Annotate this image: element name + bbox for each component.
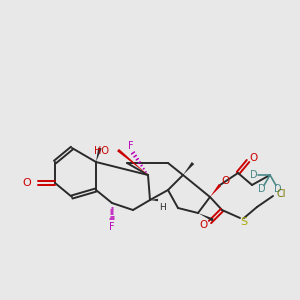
Text: Cl: Cl bbox=[276, 189, 286, 199]
Polygon shape bbox=[96, 148, 102, 162]
Polygon shape bbox=[210, 184, 221, 197]
Text: F: F bbox=[109, 222, 115, 232]
Text: F: F bbox=[128, 141, 134, 151]
Text: S: S bbox=[240, 217, 247, 227]
Text: O: O bbox=[221, 176, 229, 186]
Polygon shape bbox=[198, 213, 214, 221]
Text: HO: HO bbox=[94, 146, 109, 156]
Polygon shape bbox=[183, 162, 194, 175]
Text: O: O bbox=[200, 220, 208, 230]
Polygon shape bbox=[150, 199, 158, 201]
Text: D: D bbox=[250, 170, 258, 180]
Text: O: O bbox=[249, 153, 257, 163]
Polygon shape bbox=[117, 149, 148, 175]
Text: D: D bbox=[258, 184, 266, 194]
Text: O: O bbox=[22, 178, 31, 188]
Text: H: H bbox=[160, 202, 167, 211]
Text: D: D bbox=[274, 184, 282, 194]
